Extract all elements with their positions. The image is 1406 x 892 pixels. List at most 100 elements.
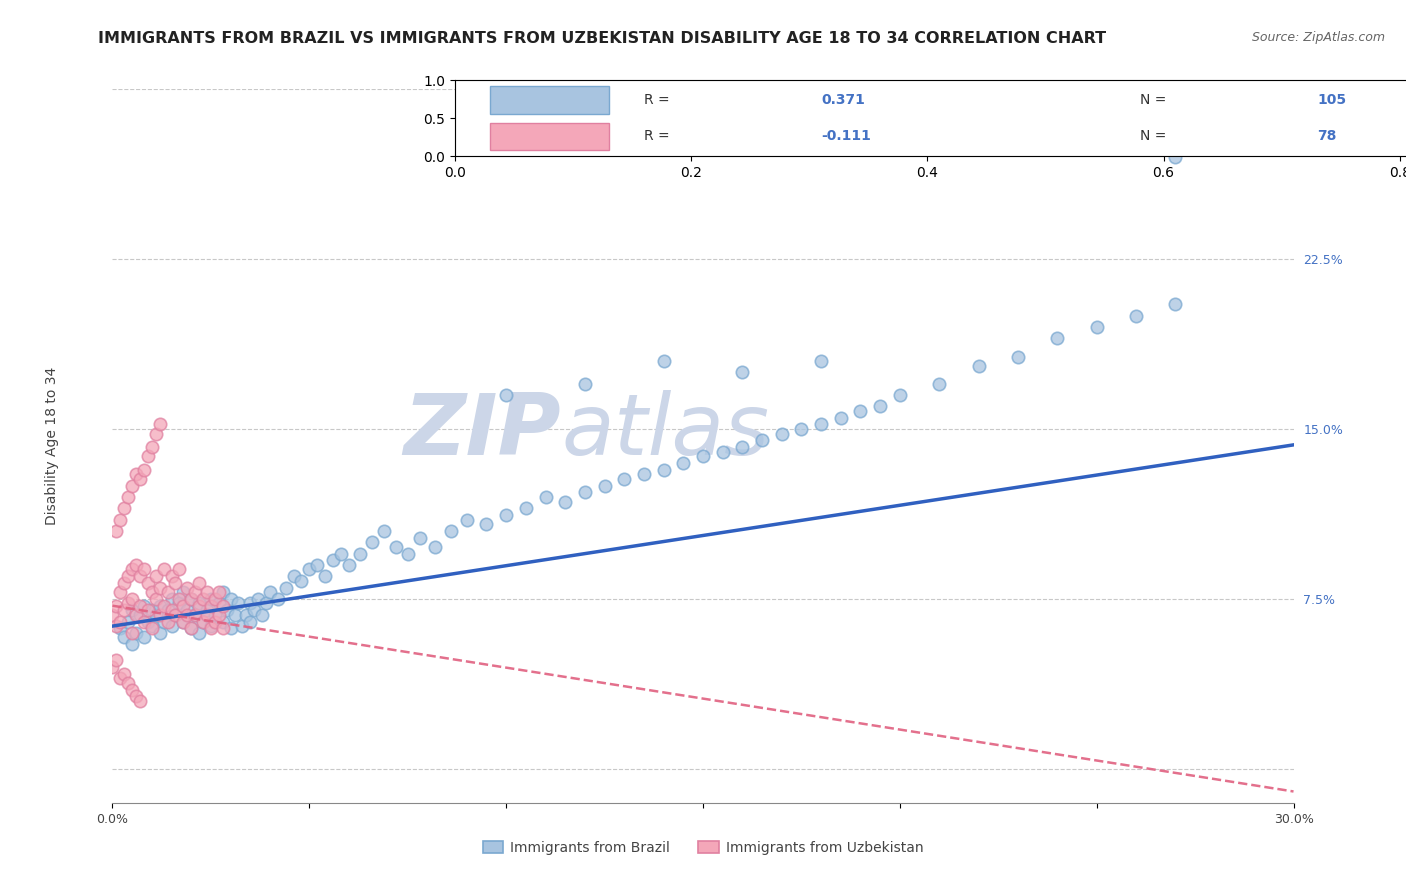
Point (267, 591, 290, 606)
Point (869, 400, 891, 414)
Point (125, 626, 148, 640)
Point (176, 607, 198, 622)
Point (121, 637, 143, 651)
Point (574, 376, 596, 391)
Point (191, 615, 214, 629)
Point (112, 501, 135, 516)
Point (200, 619, 222, 633)
Point (440, 524, 463, 538)
Point (165, 607, 187, 622)
Point (172, 615, 194, 629)
Point (152, 599, 174, 613)
Point (314, 569, 336, 583)
Text: -0.111: -0.111 (821, 129, 870, 144)
Point (574, 485, 596, 500)
Point (290, 574, 312, 588)
Point (110, 621, 132, 635)
Point (141, 603, 163, 617)
Point (129, 472, 152, 486)
Point (243, 603, 266, 617)
Point (337, 558, 360, 572)
Point (172, 599, 194, 613)
Point (110, 671, 132, 685)
Point (200, 621, 222, 635)
Point (200, 599, 222, 613)
Point (396, 547, 419, 561)
Point (408, 531, 430, 545)
Point (208, 597, 231, 611)
Point (613, 472, 636, 486)
Point (790, 422, 813, 436)
Point (1164, 150, 1187, 164)
Point (254, 597, 277, 611)
Point (149, 417, 172, 432)
Point (132, 562, 155, 576)
Point (117, 675, 139, 690)
Point (211, 599, 233, 613)
Point (160, 603, 183, 617)
Point (208, 607, 231, 622)
Point (129, 694, 152, 708)
Point (117, 569, 139, 583)
Text: ZIP: ZIP (404, 390, 561, 474)
Point (1085, 320, 1108, 334)
Point (149, 581, 172, 595)
Point (259, 585, 281, 599)
Point (235, 607, 257, 622)
Point (274, 581, 297, 595)
Point (830, 410, 852, 425)
Point (129, 599, 152, 613)
Point (136, 449, 159, 463)
Point (165, 576, 187, 591)
Point (361, 535, 384, 549)
Text: 0.371: 0.371 (821, 93, 865, 107)
Point (141, 440, 163, 454)
Point (156, 585, 179, 599)
Point (184, 607, 207, 622)
Point (152, 615, 174, 629)
Point (731, 440, 754, 454)
Point (176, 603, 198, 617)
Point (149, 607, 172, 622)
Point (110, 513, 132, 527)
Point (101, 607, 124, 622)
Point (329, 547, 352, 561)
Point (165, 607, 187, 622)
Text: R =: R = (644, 93, 669, 107)
Point (247, 591, 270, 606)
Point (711, 444, 734, 458)
Point (849, 404, 872, 418)
Point (1046, 331, 1069, 345)
Point (554, 494, 576, 508)
Point (176, 581, 198, 595)
Point (672, 456, 695, 470)
Point (110, 615, 132, 629)
Text: N =: N = (1140, 93, 1167, 107)
Point (810, 354, 832, 368)
Point (239, 615, 262, 629)
Point (928, 376, 950, 391)
Point (188, 626, 211, 640)
Point (184, 585, 207, 599)
Point (160, 591, 183, 606)
Point (180, 621, 202, 635)
Point (215, 603, 238, 617)
Text: 105: 105 (1317, 93, 1347, 107)
Point (633, 467, 655, 482)
Point (112, 576, 135, 591)
Point (211, 585, 233, 599)
Point (112, 666, 135, 681)
Text: R =: R = (644, 129, 669, 144)
Point (219, 591, 242, 606)
Point (169, 591, 191, 606)
Point (156, 603, 179, 617)
Point (211, 615, 233, 629)
Point (250, 607, 273, 622)
Legend: Immigrants from Brazil, Immigrants from Uzbekistan: Immigrants from Brazil, Immigrants from … (477, 835, 929, 860)
Point (385, 540, 408, 554)
Point (456, 513, 478, 527)
Point (132, 615, 155, 629)
Point (188, 599, 211, 613)
Point (132, 463, 155, 477)
Point (169, 597, 191, 611)
